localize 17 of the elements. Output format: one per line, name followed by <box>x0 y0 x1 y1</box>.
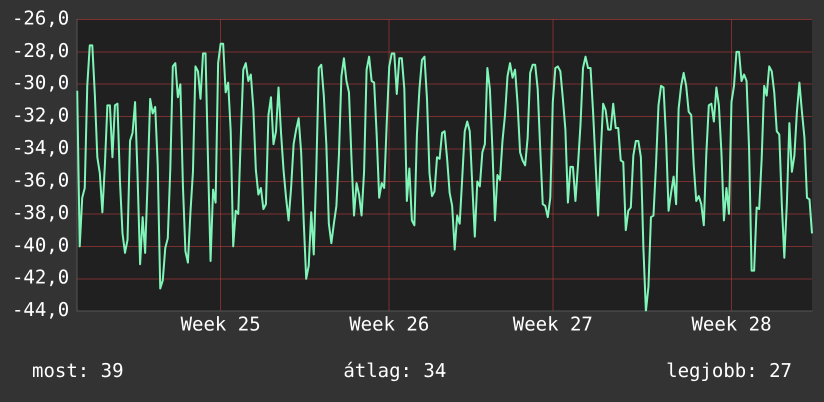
text: legjobb: 27 <box>666 360 792 382</box>
y-tick-label: -40,0 <box>12 234 70 256</box>
y-tick-label: -42,0 <box>12 266 70 289</box>
x-tick-label: Week 26 <box>349 314 430 336</box>
y-tick-label: -32,0 <box>12 104 70 127</box>
y-tick-label: -38,0 <box>12 202 70 224</box>
y-tick-label: -28,0 <box>12 40 70 62</box>
y-tick-label: -34,0 <box>12 137 70 160</box>
text: átlag: 34 <box>343 360 446 382</box>
x-tick-label: Week 25 <box>180 314 261 336</box>
y-tick-label: -36,0 <box>12 169 70 192</box>
y-tick-label: -44,0 <box>12 299 70 322</box>
y-tick-label: -26,0 <box>12 7 70 30</box>
y-tick-label: -30,0 <box>12 72 70 94</box>
x-tick-label: Week 28 <box>691 314 772 336</box>
text: most: 39 <box>32 360 124 382</box>
x-tick-label: Week 27 <box>512 314 593 336</box>
